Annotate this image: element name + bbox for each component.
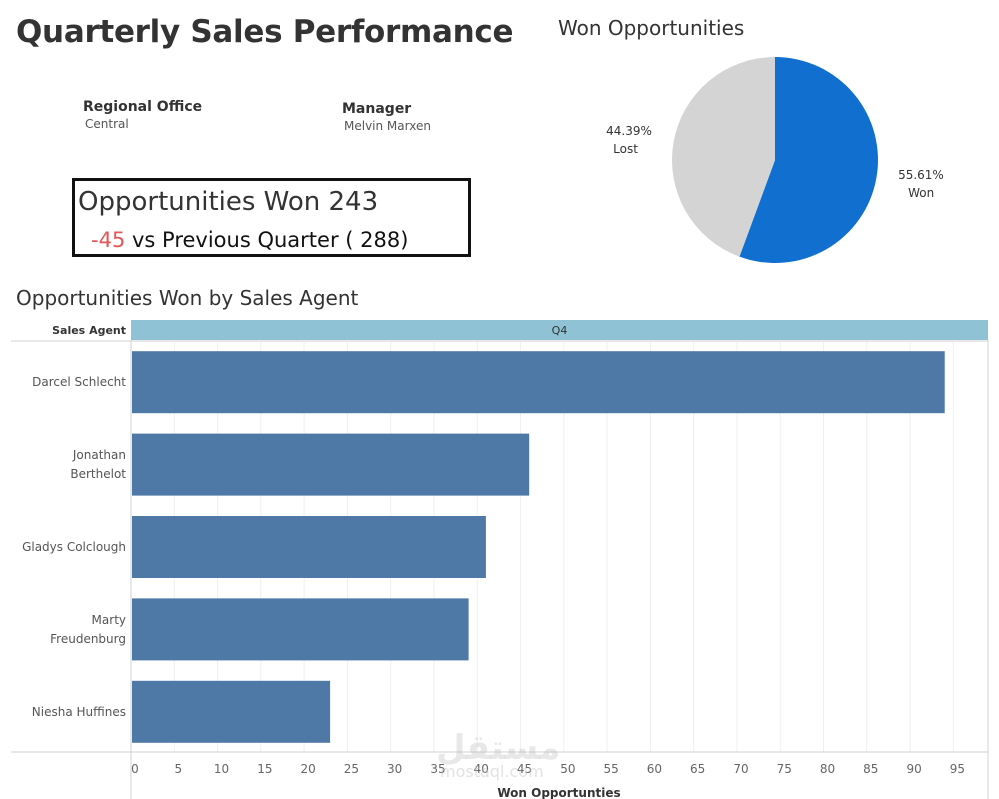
- pie-slice-percent-label: 44.39%: [606, 124, 652, 138]
- category-label: Darcel Schlecht: [32, 375, 126, 389]
- x-tick-label: 95: [950, 762, 965, 776]
- bar[interactable]: [132, 598, 469, 661]
- filter-label: Manager: [342, 101, 412, 117]
- x-tick-label: 0: [131, 762, 139, 776]
- kpi-comparison-line: -45 vs Previous Quarter ( 288): [91, 228, 408, 252]
- kpi-delta: -45: [91, 228, 126, 252]
- x-tick-label: 65: [690, 762, 705, 776]
- watermark-url: mostaql.com: [440, 762, 544, 781]
- pie-slice-won[interactable]: [739, 57, 878, 264]
- x-tick-label: 75: [777, 762, 792, 776]
- x-tick-label: 40: [474, 762, 489, 776]
- quarter-header-label: Q4: [552, 324, 568, 337]
- kpi-comparison-text: vs Previous Quarter ( 288): [125, 228, 409, 252]
- category-label: Marty Freudenburg: [50, 613, 126, 646]
- bar[interactable]: [132, 516, 486, 578]
- filter-value: Central: [85, 117, 129, 131]
- x-tick-label: 70: [733, 762, 748, 776]
- won-opportunities-pie-chart: 55.61% Won 44.39% Lost: [606, 56, 944, 264]
- x-tick-label: 30: [387, 762, 402, 776]
- x-tick-label: 55: [603, 762, 618, 776]
- sales-agent-bar-chart: Q4 Sales Agent Darcel Schlecht Jonathan Bert…: [11, 320, 989, 799]
- x-tick-label: 25: [344, 762, 359, 776]
- x-tick-label: 35: [430, 762, 445, 776]
- x-tick-label: 60: [647, 762, 662, 776]
- pie-slice-name-label: Won: [908, 186, 934, 200]
- filter-regional-office[interactable]: Regional Office Central: [83, 99, 202, 131]
- kpi-card: Opportunities Won 243 -45 vs Previous Qu…: [72, 178, 471, 257]
- page-title: Quarterly Sales Performance: [16, 14, 514, 50]
- bar[interactable]: [132, 680, 331, 743]
- x-tick-label: 10: [214, 762, 229, 776]
- category-label: Niesha Huffines: [32, 705, 126, 719]
- category-label: Gladys Colclough: [22, 540, 126, 554]
- x-tick-label: 80: [820, 762, 835, 776]
- pie-chart-title: Won Opportunities: [558, 16, 745, 40]
- filter-manager[interactable]: Manager Melvin Marxen: [342, 101, 431, 133]
- x-tick-label: 50: [560, 762, 575, 776]
- pie-slice-percent-label: 55.61%: [898, 168, 944, 182]
- filter-value: Melvin Marxen: [344, 119, 431, 133]
- pie-slice-name-label: Lost: [613, 142, 638, 156]
- x-tick-label: 45: [517, 762, 532, 776]
- pie-slice-lost[interactable]: [671, 56, 775, 257]
- x-tick-label: 5: [174, 762, 182, 776]
- quarter-header-band: [131, 320, 988, 340]
- bar-chart-title: Opportunities Won by Sales Agent: [16, 286, 359, 310]
- x-axis-title: Won Opportunties: [497, 786, 620, 799]
- kpi-headline: Opportunities Won 243: [78, 187, 379, 217]
- bar[interactable]: [132, 351, 945, 414]
- x-tick-label: 15: [257, 762, 272, 776]
- category-label: Jonathan Berthelot: [70, 448, 126, 481]
- filter-label: Regional Office: [83, 99, 203, 115]
- x-tick-label: 20: [300, 762, 315, 776]
- x-tick-label: 85: [863, 762, 878, 776]
- x-tick-label: 90: [906, 762, 921, 776]
- row-header-label: Sales Agent: [52, 324, 126, 337]
- bar[interactable]: [132, 433, 530, 496]
- watermark-logo: مستقل: [436, 728, 561, 768]
